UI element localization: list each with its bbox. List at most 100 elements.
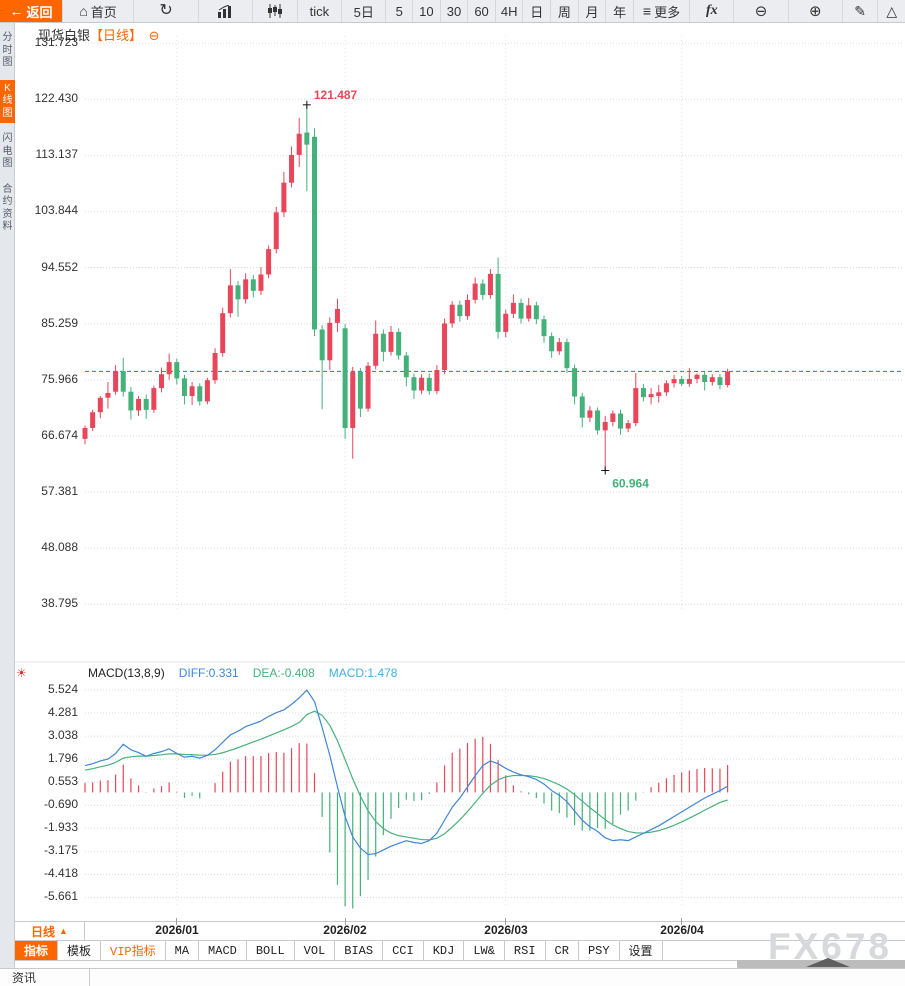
refresh-icon: ↻ [159,2,173,19]
month-tick [345,918,346,925]
period-day-label: 日 [530,4,544,20]
formula-button[interactable]: fx [690,0,735,22]
price-axis-label: 94.552 [41,260,78,274]
month-label: 2026/02 [323,923,367,937]
back-arrow-icon: ← [9,3,24,19]
price-axis-label: 48.088 [41,540,78,554]
period-60min-label: 60 [474,3,489,19]
draw-tool-button[interactable]: ✎ [843,0,879,22]
tab-rsi[interactable]: RSI [505,941,546,960]
menu-icon: ≡ [642,3,652,19]
period-day-button[interactable]: 日 [523,0,552,22]
tab-psy[interactable]: PSY [579,941,620,960]
home-icon: ⌂ [79,3,88,19]
home-button[interactable]: ⌂ 首页 [63,0,135,22]
back-button[interactable]: ← 返回 [0,0,64,22]
tab-lw[interactable]: LW& [464,941,505,960]
period-week-button[interactable]: 周 [551,0,579,22]
tab-template[interactable]: 模板 [58,941,102,960]
macd-diff-value: DIFF:0.331 [178,666,239,680]
back-label: 返回 [26,4,53,20]
sidebar-item-contract-info[interactable]: 合约资料 [2,183,13,233]
period-5min-label: 5 [395,3,403,19]
tab-bias[interactable]: BIAS [335,941,384,960]
news-tab[interactable]: 资讯 [0,969,90,986]
candlestick-type-button[interactable] [253,0,298,22]
svg-text:60.964: 60.964 [612,476,649,490]
horizontal-scrollbar[interactable] [15,960,905,968]
month-label: 2026/01 [155,923,199,937]
period-year-label: 年 [613,4,627,20]
period-5min-button[interactable]: 5 [386,0,414,22]
month-label: 2026/04 [660,923,704,937]
price-axis-label: 103.844 [34,203,78,217]
tab-kdj[interactable]: KDJ [424,941,465,960]
price-axis-label: 85.259 [41,316,78,330]
macd-hist-value: MACD:1.478 [328,666,398,680]
indicator-tabbar: 指标 模板 VIP指标 MA MACD BOLL VOL BIAS CCI KD… [15,941,905,961]
period-4h-button[interactable]: 4H [496,0,524,22]
shape-tool-button[interactable]: △ [878,0,905,22]
macd-dea-value: DEA:-0.408 [252,666,315,680]
macd-axis-label: -4.418 [43,866,78,880]
chart-type-sidebar: 分时图 K线图 闪电图 合约资料 [0,22,15,968]
month-label: 2026/03 [484,923,528,937]
sidebar-item-timeshare[interactable]: 分时图 [2,32,13,68]
top-toolbar: ← 返回 ⌂ 首页 ↻ [0,0,905,23]
fx-label: fx [705,3,718,18]
period-60min-button[interactable]: 60 [468,0,496,22]
tick-period-button[interactable]: tick [298,0,343,22]
price-axis-label: 66.674 [41,428,78,442]
tab-cci[interactable]: CCI [383,941,424,960]
bar-chart-type-button[interactable] [199,0,254,22]
period-month-label: 月 [585,4,599,20]
period-week-label: 周 [557,4,571,20]
macd-header: MACD(13,8,9) DIFF:0.331 DEA:-0.408 MACD:… [88,666,397,680]
macd-axis-label: 3.038 [47,728,78,742]
price-axis-label: 113.137 [35,147,79,161]
period-30min-button[interactable]: 30 [441,0,469,22]
tab-vip-indicator[interactable]: VIP指标 [101,941,166,960]
indicator-settings-icon[interactable]: ☀ [16,666,27,680]
macd-axis-label: -0.690 [43,797,78,811]
zoom-in-icon: ⊕ [809,2,822,20]
refresh-button[interactable]: ↻ [134,0,200,22]
macd-name: MACD(13,8,9) [88,666,165,680]
collapse-icon[interactable]: ⊖ [148,28,160,43]
tab-indicator[interactable]: 指标 [15,941,59,960]
tab-boll[interactable]: BOLL [247,941,295,960]
tab-vol[interactable]: VOL [295,941,336,960]
chart-canvas[interactable]: 121.487 60.964 [0,0,905,920]
more-button[interactable]: ≡ 更多 [634,0,691,22]
period-5day-button[interactable]: 5日 [342,0,387,22]
period-selector[interactable]: 日线 ▲ [15,922,85,940]
period-10min-button[interactable]: 10 [413,0,441,22]
more-label: 更多 [654,4,681,20]
symbol-name: 现货白银 [38,28,91,43]
pencil-icon: ✎ [854,3,867,19]
zoom-in-button[interactable]: ⊕ [789,0,843,22]
period-30min-label: 30 [446,3,462,19]
tab-settings[interactable]: 设置 [620,941,663,960]
sidebar-item-lightning[interactable]: 闪电图 [2,133,13,169]
watermark-mountain-icon [806,958,850,967]
tab-macd[interactable]: MACD [199,941,247,960]
bar-chart-icon [218,4,232,18]
month-tick [681,918,682,925]
macd-axis-label: 1.796 [47,751,78,765]
tab-ma[interactable]: MA [166,941,200,960]
macd-axis-label: -3.175 [43,843,78,857]
home-label: 首页 [90,4,117,20]
period-year-button[interactable]: 年 [606,0,634,22]
macd-axis-label: 5.524 [47,682,78,696]
zoom-out-button[interactable]: ⊖ [734,0,789,22]
sidebar-item-kline[interactable]: K线图 [0,79,15,123]
price-axis-label: 122.430 [34,91,78,105]
svg-text:121.487: 121.487 [314,88,358,102]
triangle-icon: △ [886,3,898,19]
tab-cr[interactable]: CR [546,941,579,960]
macd-axis-label: -5.661 [43,889,78,903]
zoom-out-icon: ⊖ [754,2,768,20]
period-month-button[interactable]: 月 [579,0,607,22]
